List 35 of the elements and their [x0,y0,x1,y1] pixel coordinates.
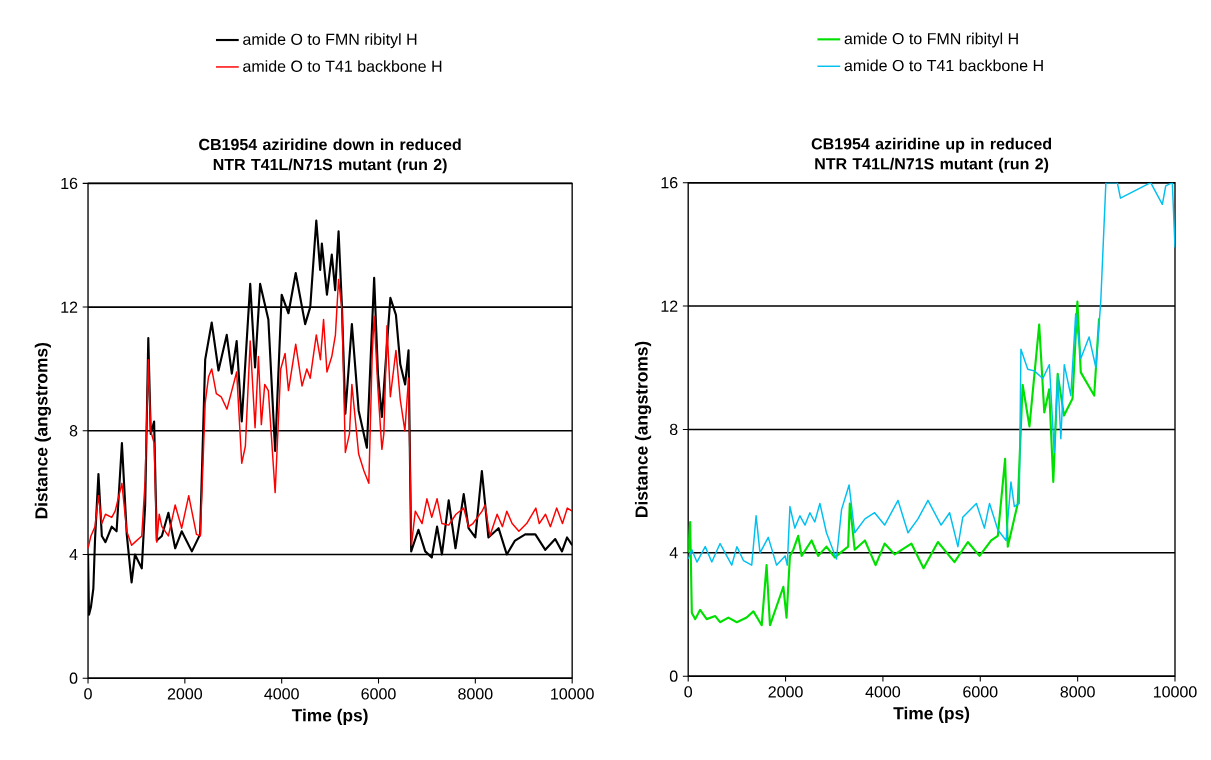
y-tick-label: 0 [669,670,678,682]
x-tick-label: 2000 [768,686,803,698]
x-tick-label: 2000 [167,688,203,700]
line-series [688,300,1101,627]
chart-title: CB1954 aziridine down in reduced NTR T41L/N71S mutant (run 2) [199,138,461,174]
x-tick-label: 0 [684,686,693,698]
x-tick-label: 10000 [551,688,594,700]
y-tick-label: 12 [661,300,678,312]
x-tick-label: 6000 [361,688,396,700]
y-tick-label: 16 [661,176,678,189]
x-axis-title: Time (ps) [893,706,970,723]
x-tick-label: 0 [84,688,92,700]
y-tick-label: 8 [69,425,78,437]
y-tick-label: 4 [69,548,78,560]
legend-label: amide O to T41 backbone H [844,59,1043,72]
legend-label: amide O to T41 backbone H [243,60,442,72]
x-tick-label: 4000 [264,688,299,700]
y-axis-title: Distance (angstroms) [634,341,652,517]
x-tick-label: 8000 [458,688,493,700]
line-series [688,182,1175,566]
x-tick-label: 10000 [1153,686,1197,698]
y-tick-label: 16 [61,177,78,189]
line-series [88,278,573,549]
x-tick-label: 4000 [865,686,901,698]
legend-label: amide O to FMN ribityl H [844,32,1018,48]
chart-title: CB1954 aziridine up in reduced NTR T41L/N71S mutant (run 2) [811,137,1052,173]
y-tick-label: 0 [69,672,78,684]
y-tick-label: 8 [669,423,678,436]
x-tick-label: 6000 [963,686,998,698]
x-tick-label: 8000 [1060,686,1095,698]
legend-label: amide O to FMN ribityl H [243,33,417,49]
x-axis-title: Time (ps) [291,708,368,725]
y-tick-label: 12 [61,301,78,313]
y-axis-title: Distance (angstroms) [34,342,52,519]
y-tick-label: 4 [669,547,678,559]
